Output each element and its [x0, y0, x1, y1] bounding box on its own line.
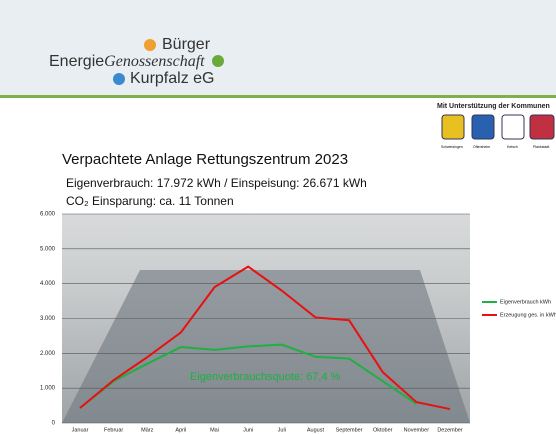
x-tick-label: November: [404, 427, 430, 433]
logo-text: Energie: [49, 53, 104, 70]
x-tick-label: Juni: [243, 427, 253, 433]
chart-subtitle: Eigenverbrauch: 17.972 kWh / Einspeisung…: [66, 176, 367, 190]
header-band: [0, 0, 556, 95]
town: Oftersheim: [473, 145, 490, 149]
chart-title: Verpachtete Anlage Rettungszentrum 2023: [62, 151, 348, 168]
y-tick-label: 1.000: [40, 386, 56, 392]
support-text: Mit Unterstützung der Kommunen: [437, 103, 550, 110]
crests: [441, 114, 555, 140]
photo-panels: [62, 270, 470, 423]
annotation: Eigenverbrauchsquote: 67,4 %: [190, 371, 341, 383]
x-tick-label: Juli: [278, 427, 286, 433]
chart-subtitle: CO₂ Einsparung: ca. 11 Tonnen: [66, 194, 234, 208]
x-tick-label: Oktober: [373, 427, 393, 433]
x-tick-label: März: [141, 427, 153, 433]
y-tick-label: 2.000: [40, 351, 56, 357]
x-tick-label: September: [336, 427, 363, 433]
line-series: [79, 343, 417, 409]
crest: [529, 114, 555, 140]
logo-leaf: [212, 55, 224, 67]
logo-text: Bürger: [162, 36, 211, 53]
logo-water: [113, 73, 125, 85]
town: Ketsch: [507, 145, 518, 149]
x-tick-label: Dezember: [437, 427, 463, 433]
y-tick-label: 4.000: [40, 281, 56, 287]
town: Schwetzingen: [441, 145, 463, 149]
y-tick-label: 6.000: [40, 212, 56, 218]
x-tick-label: Februar: [104, 427, 123, 433]
y-tick-label: 0: [52, 421, 56, 427]
x-tick-label: Januar: [72, 427, 89, 433]
legend-label: Eigenverbrauch kWh: [500, 299, 551, 305]
logo-sun: [144, 39, 156, 51]
y-tick-label: 3.000: [40, 316, 56, 322]
line-series: [79, 265, 451, 411]
y-tick-label: 5.000: [40, 246, 56, 252]
crest: [471, 114, 495, 140]
crest: [501, 114, 525, 140]
town: Plankstadt: [533, 145, 549, 149]
logo-text: Genossenschaft: [104, 53, 205, 70]
logo-text: EnergieGenossenschaft: [49, 53, 205, 71]
crest: [441, 114, 465, 140]
x-tick-label: April: [175, 427, 186, 433]
x-tick-label: Mai: [210, 427, 219, 433]
legend-label: Erzeugung ges. in kWh: [500, 312, 556, 318]
logo-text: Kurpfalz eG: [130, 70, 214, 87]
header-rule: [0, 95, 556, 98]
x-tick-label: August: [307, 427, 325, 433]
